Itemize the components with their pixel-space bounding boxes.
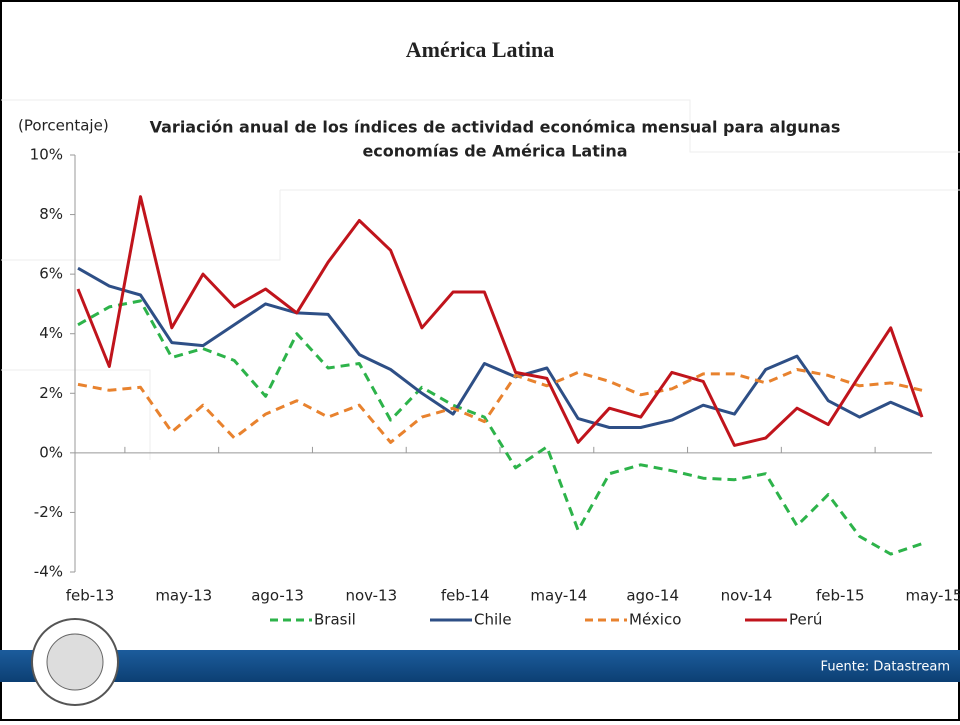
- y-tick-label: 6%: [39, 265, 63, 283]
- x-tick-label: ago-13: [251, 587, 304, 605]
- source: Fuente: Datastream: [821, 660, 950, 675]
- y-tick-label: -2%: [34, 503, 63, 521]
- x-tick-label: may-14: [530, 587, 587, 605]
- footer-band: [0, 650, 960, 682]
- y-tick-label: -4%: [34, 563, 63, 581]
- legend-label: México: [629, 611, 681, 629]
- series-line: [77, 368, 923, 444]
- y-tick-label: 8%: [39, 205, 63, 223]
- x-tick-label: feb-15: [816, 587, 865, 605]
- x-tick-label: ago-14: [626, 587, 679, 605]
- y-tick-label: 10%: [30, 146, 63, 164]
- chart-title: economías de América Latina: [362, 142, 627, 161]
- y-axis-label: (Porcentaje): [18, 117, 109, 135]
- x-tick-label: nov-14: [721, 587, 773, 605]
- logo: [31, 618, 119, 706]
- x-tick-label: feb-14: [441, 587, 490, 605]
- series-line: [76, 195, 924, 447]
- legend-label: Brasil: [314, 611, 356, 629]
- chart-title: Variación anual de los índices de activi…: [150, 118, 841, 137]
- legend-label: Chile: [474, 611, 512, 629]
- slide-title: América Latina: [406, 37, 554, 62]
- x-tick-label: may-13: [155, 587, 212, 605]
- series-line: [77, 299, 923, 556]
- y-tick-label: 4%: [39, 324, 63, 342]
- y-tick-label: 0%: [39, 443, 63, 461]
- logo-center: [46, 633, 104, 691]
- background-lines: [1, 99, 960, 460]
- y-tick-label: 2%: [39, 384, 63, 402]
- x-tick-label: nov-13: [345, 587, 397, 605]
- x-tick-label: may-15: [906, 587, 960, 605]
- legend-label: Perú: [789, 611, 822, 629]
- x-tick-label: feb-13: [66, 587, 115, 605]
- series-line: [77, 266, 923, 429]
